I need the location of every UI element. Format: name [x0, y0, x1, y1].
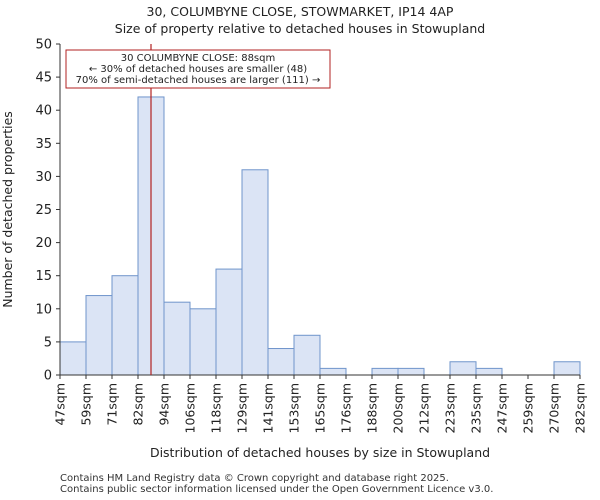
x-tick-label: 106sqm [183, 383, 198, 433]
y-tick-label: 50 [35, 38, 52, 53]
x-tick-label: 235sqm [469, 383, 484, 433]
annotation-line-3: 70% of semi-detached houses are larger (… [76, 75, 321, 86]
bar [371, 367, 399, 376]
bar [111, 275, 139, 376]
x-tick-label: 176sqm [339, 383, 354, 433]
x-tick-label: 118sqm [209, 383, 224, 433]
y-axis-label: Number of detached properties [0, 111, 15, 308]
bar [163, 301, 191, 376]
y-tick-label: 40 [35, 104, 52, 119]
y-tick-label: 20 [35, 236, 52, 251]
x-tick-label: 47sqm [53, 383, 68, 426]
annotation-line-1: 30 COLUMBYNE CLOSE: 88sqm [121, 53, 275, 64]
x-tick-label: 153sqm [287, 383, 302, 433]
x-tick-label: 259sqm [521, 383, 536, 433]
x-tick-label: 94sqm [157, 383, 172, 426]
y-tick-label: 0 [44, 369, 52, 384]
x-tick-label: 200sqm [391, 383, 406, 433]
y-tick-label: 25 [35, 203, 52, 218]
x-tick-label: 282sqm [573, 383, 588, 433]
y-tick-label: 15 [35, 269, 52, 284]
bar [267, 348, 295, 376]
x-tick-label: 212sqm [417, 383, 432, 433]
y-tick-label: 30 [35, 170, 52, 185]
footer-licence: Contains public sector information licen… [60, 484, 494, 495]
histogram-chart: 0 5 10 15 20 25 30 35 40 45 50 47sqm 59sqm 71sqm 82sqm… [0, 38, 588, 461]
annotation-box [65, 49, 331, 89]
bar [59, 341, 87, 376]
x-tick-label: 59sqm [79, 383, 94, 426]
x-tick-label: 188sqm [365, 383, 380, 433]
bar [397, 367, 425, 376]
bar [215, 268, 243, 376]
x-tick-label: 223sqm [443, 383, 458, 433]
x-tick-label: 71sqm [105, 383, 120, 426]
chart-subtitle: Size of property relative to detached ho… [114, 21, 486, 36]
chart-title: 30, COLUMBYNE CLOSE, STOWMARKET, IP14 4A… [146, 4, 454, 19]
bar [475, 367, 503, 376]
y-tick-label: 10 [35, 302, 52, 317]
bar [241, 169, 269, 376]
x-tick-label: 247sqm [495, 383, 510, 433]
x-axis-label: Distribution of detached houses by size … [150, 445, 490, 460]
x-tick-label: 141sqm [261, 383, 276, 433]
y-tick-label: 45 [35, 71, 52, 86]
x-tick-label: 129sqm [235, 383, 250, 433]
bar [319, 367, 347, 376]
bar [449, 361, 477, 376]
x-tick-label: 165sqm [313, 383, 328, 433]
footer-copyright: Contains HM Land Registry data © Crown c… [60, 473, 449, 484]
x-tick-label: 82sqm [131, 383, 146, 426]
annotation-line-2: ← 30% of detached houses are smaller (48… [89, 64, 307, 75]
bar [293, 334, 321, 376]
bar [85, 295, 113, 376]
bar [189, 308, 217, 376]
x-tick-label: 270sqm [547, 383, 562, 433]
y-tick-label: 35 [35, 137, 52, 152]
y-tick-label: 5 [44, 335, 52, 350]
bar [553, 361, 581, 376]
